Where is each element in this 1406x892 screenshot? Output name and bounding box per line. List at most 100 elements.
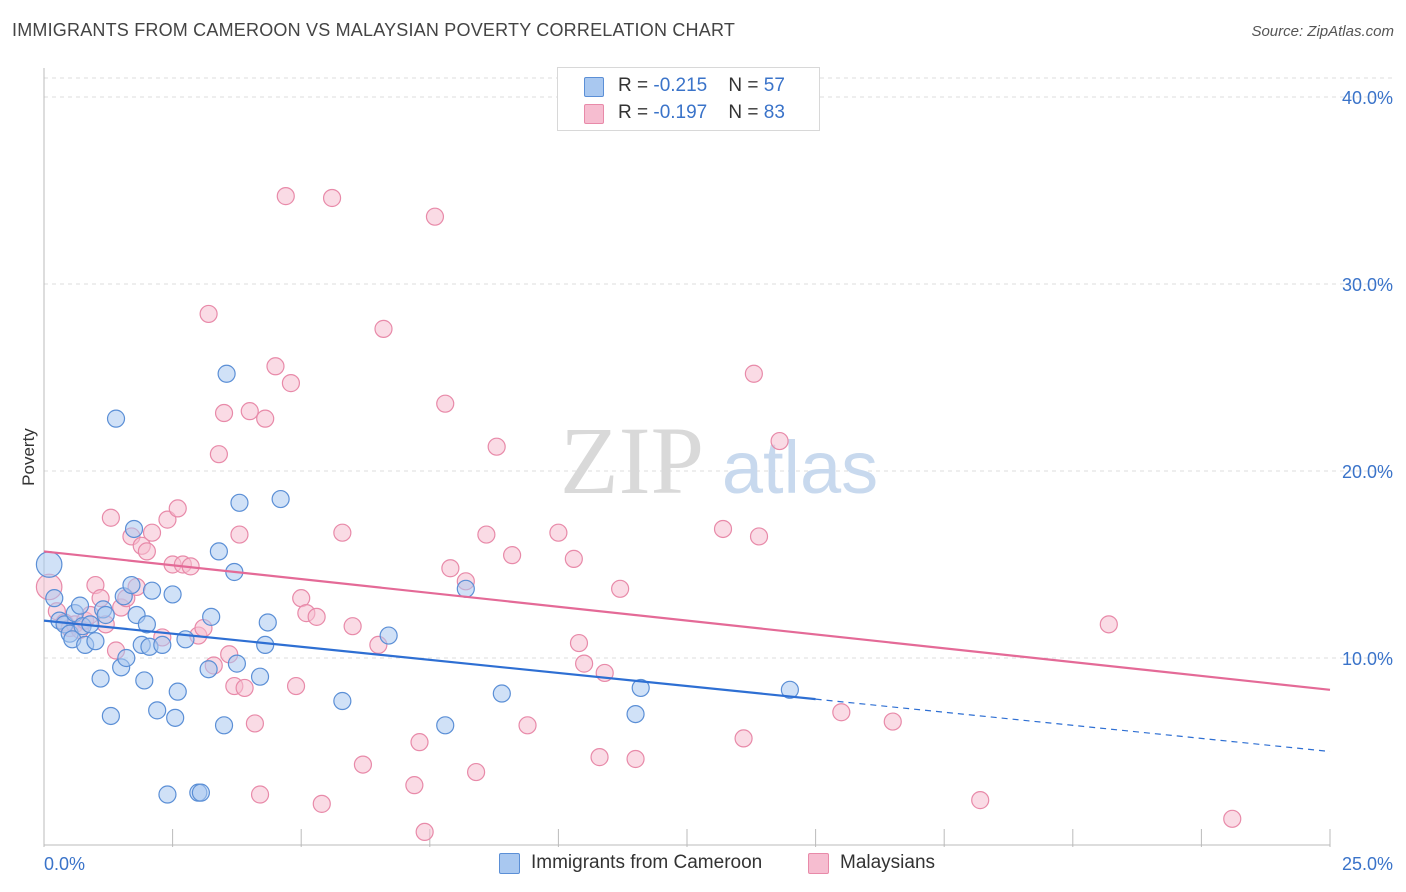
cameroon-point <box>227 654 246 673</box>
cameroon-point <box>209 542 228 561</box>
malaysians-point <box>466 762 486 782</box>
malaysians-point <box>333 523 352 542</box>
cameroon-point <box>256 635 275 655</box>
malaysians-point <box>286 676 306 696</box>
malaysians-point <box>441 559 460 578</box>
cameroon-point <box>45 589 64 608</box>
y-tick-label: 10.0% <box>1342 649 1393 669</box>
cameroon-point <box>35 551 63 578</box>
malaysians-point <box>832 703 851 722</box>
malaysians-point <box>235 678 254 698</box>
cameroon-point <box>70 596 90 615</box>
malaysians-point <box>256 409 275 428</box>
axes <box>43 68 1331 847</box>
malaysians-point <box>1099 615 1118 634</box>
malaysians-point <box>374 319 393 338</box>
cameroon-point <box>492 684 511 703</box>
malaysians-point <box>549 523 568 542</box>
malaysians-point <box>137 542 156 561</box>
x-tick-label-max: 25.0% <box>1342 854 1393 874</box>
malaysians-point <box>713 519 733 539</box>
malaysians-point <box>168 499 187 518</box>
source-label: Source: ZipAtlas.com <box>1251 23 1394 40</box>
legend-n-value: 83 <box>763 102 785 123</box>
watermark-zip: ZIP <box>560 407 704 514</box>
tick-labels: 10.0% 20.0% 30.0% 40.0% 0.0% 25.0% <box>44 88 1393 874</box>
cameroon-point <box>117 648 136 668</box>
cameroon-point <box>230 493 249 512</box>
y-tick-label: 30.0% <box>1342 275 1393 295</box>
malaysians-point <box>343 617 362 636</box>
cameroon-point <box>626 704 645 724</box>
malaysians-point <box>590 748 609 767</box>
y-axis-label: Poverty <box>19 428 38 486</box>
legend-r-label: R = <box>618 75 654 96</box>
cameroon-point <box>333 691 352 711</box>
cameroon-point <box>214 716 234 735</box>
bottom-legend-swatch-cameroon <box>499 853 520 874</box>
malaysians-point <box>971 791 990 810</box>
malaysians-point <box>883 712 902 731</box>
malaysians-points <box>35 187 1242 842</box>
malaysians-point <box>245 714 265 733</box>
malaysians-point <box>487 437 506 456</box>
watermark: ZIP atlas <box>560 407 878 514</box>
y-tick-label: 20.0% <box>1342 462 1393 482</box>
cameroon-point <box>456 579 475 598</box>
malaysians-point <box>410 733 429 752</box>
malaysians-point <box>477 525 496 544</box>
cameroon-point <box>166 708 185 727</box>
malaysians-point <box>199 304 218 324</box>
legend-r-label: R = <box>618 102 654 123</box>
correlation-legend: R = -0.215 N = 57 R = -0.197 N = 83 <box>557 67 820 131</box>
malaysians-point <box>518 716 537 735</box>
malaysians-point <box>575 654 594 673</box>
malaysians-point <box>569 633 589 653</box>
malaysians-point <box>281 374 301 393</box>
malaysians-point <box>749 527 769 546</box>
chart-title: IMMIGRANTS FROM CAMEROON VS MALAYSIAN PO… <box>12 20 736 40</box>
cameroon-point <box>96 605 115 625</box>
malaysians-point <box>744 364 763 383</box>
malaysians-point <box>307 607 326 626</box>
cameroon-points <box>35 364 799 804</box>
cameroon-point <box>191 783 210 802</box>
cameroon-point <box>148 701 167 720</box>
cameroon-point <box>122 575 141 595</box>
cameroon-trend-extension <box>815 698 1331 753</box>
bottom-legend-label: Malaysians <box>840 852 936 873</box>
malaysians-point <box>214 403 234 423</box>
bottom-legend-swatch-malaysians <box>808 853 829 874</box>
cameroon-point <box>135 671 154 690</box>
malaysians-point <box>209 445 228 464</box>
cameroon-point <box>631 678 650 698</box>
y-tick-label: 40.0% <box>1342 88 1393 108</box>
malaysians-point <box>1223 809 1242 828</box>
malaysians-point <box>266 357 285 376</box>
malaysians-point <box>425 207 445 226</box>
cameroon-point <box>153 635 172 655</box>
malaysians-point <box>353 755 373 774</box>
legend-swatch-malaysians <box>584 104 604 124</box>
cameroon-point <box>142 581 162 600</box>
legend-n-label: N = <box>728 75 764 96</box>
cameroon-point <box>137 615 156 634</box>
legend-r-value: -0.197 <box>653 102 708 123</box>
malaysians-point <box>405 776 424 795</box>
malaysians-point <box>734 729 753 748</box>
malaysians-point <box>276 187 295 206</box>
cameroon-trend-line <box>43 619 816 701</box>
cameroon-point <box>250 667 270 686</box>
cameroon-point <box>106 409 126 428</box>
legend-r-value: -0.215 <box>653 75 708 96</box>
malaysians-point <box>770 431 789 451</box>
legend-n-label: N = <box>728 102 764 123</box>
cameroon-point <box>258 613 277 632</box>
legend-n-value: 57 <box>763 75 785 96</box>
malaysians-point <box>250 785 270 804</box>
bottom-legend-label: Immigrants from Cameroon <box>531 852 763 873</box>
malaysians-point <box>142 523 162 542</box>
cameroon-point <box>101 706 120 726</box>
malaysians-point <box>564 549 583 568</box>
